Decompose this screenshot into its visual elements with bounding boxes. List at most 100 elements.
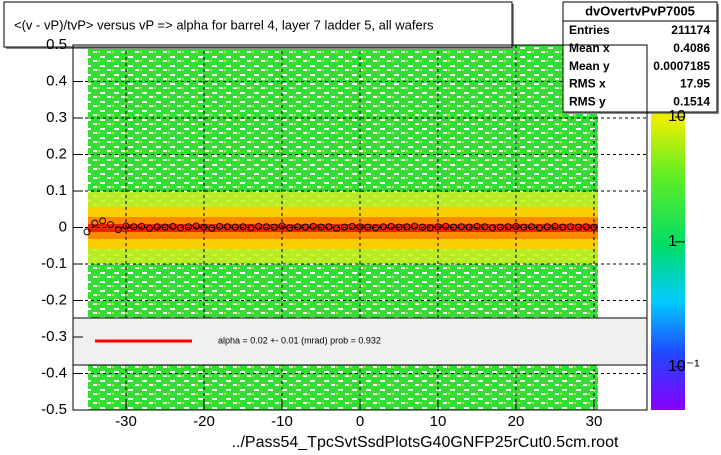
profile-point (309, 222, 317, 230)
stats-key: Mean y (569, 59, 610, 73)
x-axis-label: ../Pass54_TpcSvtSsdPlotsG40GNFP25rCut0.5… (232, 434, 619, 451)
profile-point (247, 224, 255, 232)
profile-point (457, 223, 465, 231)
stats-value: 211174 (671, 23, 710, 37)
y-tick-label: 0.2 (46, 145, 67, 162)
y-tick-label: -0.5 (41, 401, 67, 418)
colorbar-label: 10⁻¹ (668, 358, 700, 375)
stats-value: 0.1514 (673, 94, 710, 108)
chart-title: <(v - vP)/tvP> versus vP => alpha for ba… (14, 17, 434, 32)
profile-point (192, 222, 200, 230)
profile-point (574, 223, 582, 231)
profile-point (434, 223, 442, 231)
stats-key: RMS y (569, 94, 606, 108)
x-tick-label: 20 (508, 413, 525, 430)
profile-point (559, 223, 567, 231)
stats-key: Mean x (569, 41, 610, 55)
profile-point (442, 222, 450, 230)
profile-point (223, 223, 231, 231)
profile-point (255, 222, 263, 230)
profile-point (403, 223, 411, 231)
title-box (3, 1, 513, 48)
x-tick-label: 30 (586, 413, 603, 430)
profile-point (395, 223, 403, 231)
profile-point (535, 224, 543, 232)
profile-point (489, 224, 497, 232)
y-tick-label: -0.2 (41, 291, 67, 308)
stats-box (562, 1, 718, 113)
profile-point (411, 222, 419, 230)
profile-point (239, 223, 247, 231)
profile-point (496, 223, 504, 231)
profile-point (83, 228, 91, 236)
profile-point (106, 221, 114, 229)
profile-point (590, 223, 598, 231)
profile-point (161, 223, 169, 231)
profile-point (294, 223, 302, 231)
y-tick-label: -0.3 (41, 328, 67, 345)
stats-key: RMS x (569, 77, 606, 91)
profile-point (208, 224, 216, 232)
profile-point (473, 222, 481, 230)
x-tick-label: -30 (115, 413, 137, 430)
y-tick-label: -0.4 (41, 364, 67, 381)
profile-point (465, 223, 473, 231)
profile-point (528, 223, 536, 231)
profile-point (114, 226, 122, 234)
profile-point (200, 223, 208, 231)
profile-point (512, 222, 520, 230)
profile-point (379, 223, 387, 231)
profile-point (450, 223, 458, 231)
profile-point (418, 223, 426, 231)
profile-point (340, 223, 348, 231)
x-tick-label: -10 (271, 413, 293, 430)
stats-key: Entries (569, 23, 610, 37)
profile-point (582, 223, 590, 231)
x-tick-label: 10 (430, 413, 447, 430)
profile-point (551, 222, 559, 230)
profile-point (130, 223, 138, 231)
y-tick-label: 0.4 (46, 72, 67, 89)
profile-point (216, 222, 224, 230)
profile-point (138, 222, 146, 230)
profile-point (270, 223, 278, 231)
profile-point (543, 223, 551, 231)
y-tick-label: 0.3 (46, 109, 67, 126)
profile-point (99, 217, 107, 225)
y-tick-label: 0.5 (46, 36, 67, 53)
y-tick-label: 0 (59, 218, 67, 235)
profile-point (301, 223, 309, 231)
profile-point (169, 222, 177, 230)
profile-point (356, 223, 364, 231)
profile-point (520, 223, 528, 231)
stats-value: 0.4086 (673, 41, 710, 55)
profile-point (286, 224, 294, 232)
x-tick-label: 0 (356, 413, 364, 430)
profile-point (333, 224, 341, 232)
profile-point (177, 224, 185, 232)
profile-point (231, 223, 239, 231)
profile-point (317, 223, 325, 231)
y-tick-label: -0.1 (41, 255, 67, 272)
profile-point (387, 222, 395, 230)
stats-value: 0.0007185 (653, 59, 710, 73)
x-tick-label: -20 (193, 413, 215, 430)
frame (72, 44, 648, 411)
profile-point (122, 222, 130, 230)
profile-point (153, 223, 161, 231)
fit-label: alpha = 0.02 +- 0.01 (mrad) prob = 0.932 (218, 335, 381, 345)
profile-point (364, 223, 372, 231)
profile-point (262, 223, 270, 231)
y-tick-label: 0.1 (46, 182, 67, 199)
stats-title: dvOvertvPvP7005 (585, 3, 695, 18)
profile-point (91, 219, 99, 227)
profile-point (184, 223, 192, 231)
profile-point (567, 223, 575, 231)
profile-point (348, 222, 356, 230)
profile-point (278, 222, 286, 230)
colorbar-label: 1 (668, 233, 677, 250)
profile-point (325, 223, 333, 231)
profile-point (481, 223, 489, 231)
profile-point (504, 223, 512, 231)
